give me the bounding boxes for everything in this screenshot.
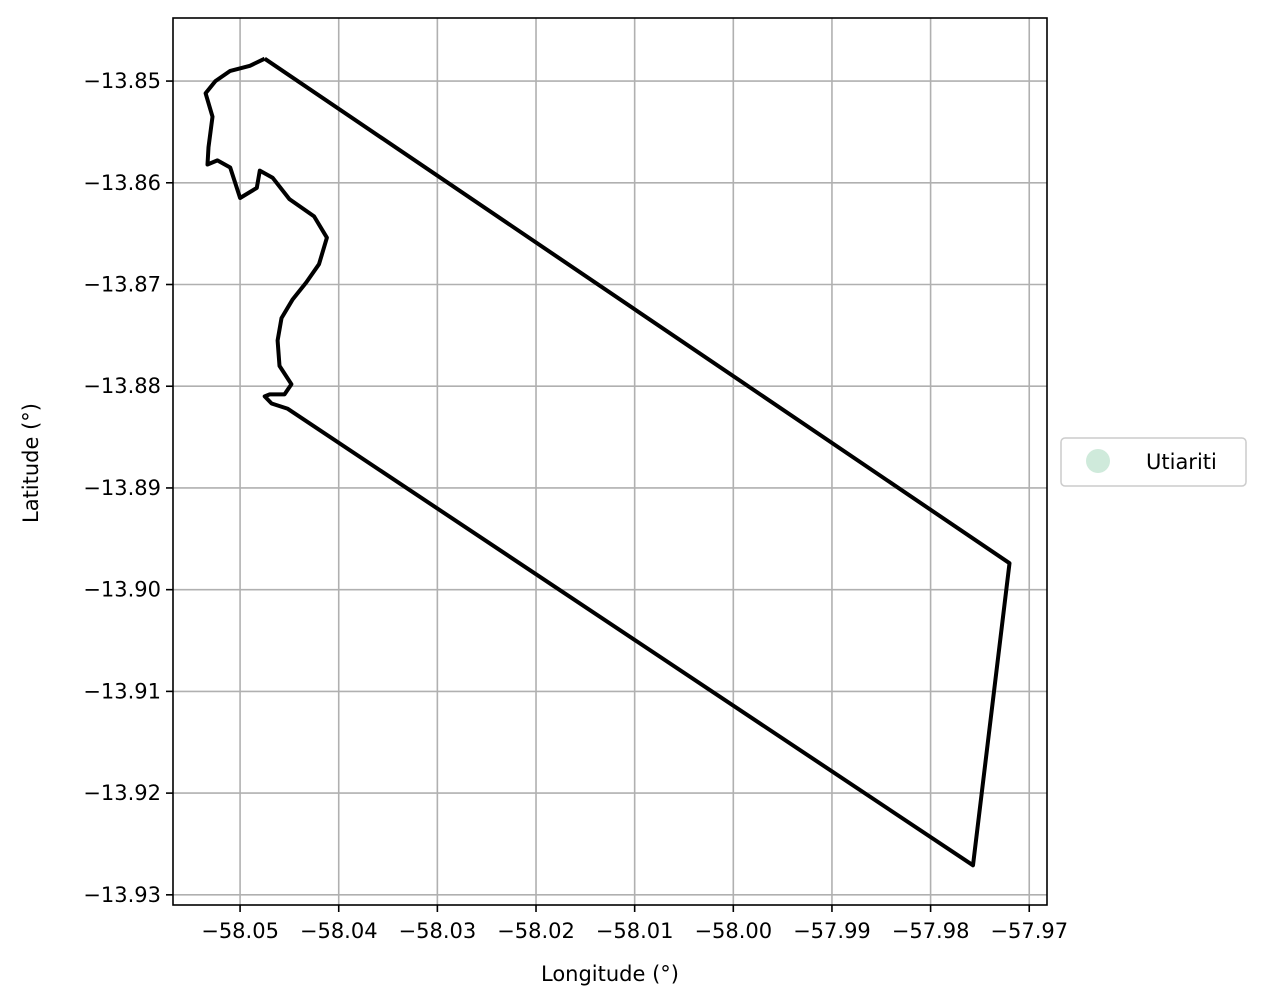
x-tick-label: −58.03 bbox=[399, 919, 477, 943]
y-tick-label: −13.91 bbox=[83, 679, 161, 703]
y-tick-label: −13.92 bbox=[83, 781, 161, 805]
x-tick-label: −57.98 bbox=[892, 919, 970, 943]
legend: Utiariti bbox=[1060, 437, 1247, 487]
x-axis-ticks: −58.05 −58.04 −58.03 −58.02 −58.01 −58.00 −57.… bbox=[201, 905, 1068, 943]
y-axis-ticks: −13.85 −13.86 −13.87 −13.88 −13.89 −13.90 −13.… bbox=[83, 69, 173, 907]
y-tick-label: −13.86 bbox=[83, 171, 161, 195]
x-tick-label: −58.04 bbox=[300, 919, 378, 943]
x-axis-label: Longitude (°) bbox=[541, 962, 679, 986]
x-tick-label: −58.05 bbox=[201, 919, 279, 943]
y-tick-label: −13.87 bbox=[83, 273, 161, 297]
y-tick-label: −13.89 bbox=[83, 476, 161, 500]
y-axis-label: Latitude (°) bbox=[19, 403, 43, 523]
x-tick-label: −58.00 bbox=[694, 919, 772, 943]
boundary-outline bbox=[203, 56, 1012, 868]
legend-marker bbox=[1086, 449, 1110, 473]
legend-box bbox=[1060, 437, 1247, 487]
x-tick-label: −57.99 bbox=[793, 919, 871, 943]
axes-frame bbox=[172, 17, 1048, 906]
x-tick-label: −58.02 bbox=[497, 919, 575, 943]
x-tick-label: −57.97 bbox=[990, 919, 1068, 943]
y-tick-label: −13.93 bbox=[83, 883, 161, 907]
y-tick-label: −13.90 bbox=[83, 578, 161, 602]
y-tick-label: −13.88 bbox=[83, 374, 161, 398]
plot-area bbox=[203, 56, 1012, 868]
y-tick-label: −13.85 bbox=[83, 69, 161, 93]
x-tick-label: −58.01 bbox=[596, 919, 674, 943]
legend-entry-utiariti: Utiariti bbox=[1146, 450, 1217, 474]
